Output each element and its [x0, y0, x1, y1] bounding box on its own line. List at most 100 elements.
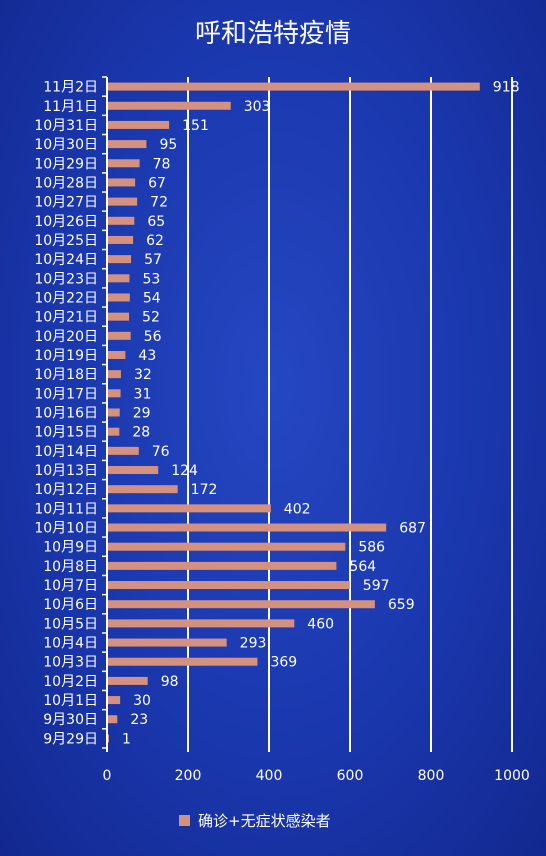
bar — [108, 274, 130, 283]
bar — [108, 293, 130, 302]
legend: 确诊+无症状感染者 — [179, 812, 331, 830]
data-label: 62 — [146, 233, 164, 249]
bar — [108, 408, 120, 417]
category-label: 10月19日 — [34, 348, 98, 364]
category-label: 10月8日 — [43, 559, 98, 575]
category-label: 10月15日 — [34, 425, 98, 441]
category-label: 10月9日 — [43, 540, 98, 556]
bar — [108, 581, 350, 590]
category-label: 10月7日 — [43, 578, 98, 594]
data-label: 293 — [240, 636, 267, 652]
category-label: 9月30日 — [43, 712, 98, 728]
y-axis — [102, 76, 108, 752]
x-tick-label: 1000 — [494, 768, 530, 784]
data-label: 43 — [138, 348, 156, 364]
data-label: 54 — [143, 290, 161, 306]
bar — [108, 523, 387, 532]
data-label: 32 — [134, 367, 152, 383]
bar — [108, 676, 148, 685]
data-label: 52 — [142, 310, 160, 326]
legend-swatch — [179, 815, 190, 826]
category-label: 10月12日 — [34, 482, 98, 498]
legend-label: 确诊+无症状感染者 — [198, 812, 331, 830]
category-label: 10月22日 — [34, 290, 98, 306]
category-label: 10月26日 — [34, 214, 98, 230]
data-label: 29 — [133, 406, 151, 422]
data-label: 56 — [144, 329, 162, 345]
bar — [108, 159, 140, 168]
bar — [108, 715, 118, 724]
bar — [108, 140, 147, 149]
x-tick-label: 800 — [418, 768, 445, 784]
data-label: 369 — [270, 655, 297, 671]
category-label: 10月27日 — [34, 195, 98, 211]
data-label: 586 — [358, 540, 385, 556]
bar — [108, 734, 109, 743]
data-label: 402 — [284, 501, 311, 517]
bar — [108, 542, 346, 551]
category-label: 10月5日 — [43, 616, 98, 632]
category-label: 10月16日 — [34, 406, 98, 422]
bar — [108, 561, 337, 570]
data-label: 98 — [161, 674, 179, 690]
chart-title: 呼和浩特疫情 — [195, 19, 351, 49]
category-label: 10月24日 — [34, 252, 98, 268]
bar — [108, 619, 295, 628]
category-label: 11月2日 — [43, 80, 98, 96]
data-label: 151 — [182, 118, 209, 134]
bar — [108, 101, 231, 110]
category-label: 10月3日 — [43, 655, 98, 671]
category-label: 10月14日 — [34, 444, 98, 460]
data-label: 597 — [363, 578, 390, 594]
bar — [108, 504, 271, 513]
category-label: 10月13日 — [34, 463, 98, 479]
data-label: 76 — [152, 444, 170, 460]
bar — [108, 197, 138, 206]
category-label: 10月23日 — [34, 271, 98, 287]
data-label: 65 — [147, 214, 165, 230]
category-label: 10月20日 — [34, 329, 98, 345]
bar-layer: 11月2日 918 11月1日 303 10月31日 151 10月30日 95 10月29日 7… — [34, 80, 519, 748]
category-label: 11月1日 — [43, 99, 98, 115]
category-label: 9月29日 — [43, 731, 98, 747]
data-label: 28 — [132, 425, 150, 441]
category-label: 10月29日 — [34, 156, 98, 172]
bar — [108, 466, 159, 475]
grid-layer — [187, 77, 513, 752]
bar — [108, 427, 120, 436]
category-label: 10月17日 — [34, 386, 98, 402]
category-label: 10月18日 — [34, 367, 98, 383]
data-label: 72 — [150, 195, 168, 211]
bar — [108, 312, 130, 321]
data-label: 23 — [130, 712, 148, 728]
category-label: 10月11日 — [34, 501, 98, 517]
category-label: 10月31日 — [34, 118, 98, 134]
category-label: 10月25日 — [34, 233, 98, 249]
data-label: 53 — [142, 271, 160, 287]
bar — [108, 350, 126, 359]
data-label: 659 — [388, 597, 415, 613]
data-label: 95 — [159, 137, 177, 153]
category-label: 10月2日 — [43, 674, 98, 690]
data-label: 67 — [148, 175, 166, 191]
data-label: 303 — [244, 99, 271, 115]
data-label: 124 — [171, 463, 198, 479]
data-label: 30 — [133, 693, 151, 709]
data-label: 460 — [307, 616, 334, 632]
x-tick-label: 400 — [256, 768, 283, 784]
category-label: 10月21日 — [34, 310, 98, 326]
bar — [108, 331, 131, 340]
category-label: 10月30日 — [34, 137, 98, 153]
bar — [108, 120, 170, 129]
bar — [108, 657, 258, 666]
bar — [108, 255, 132, 264]
bar — [108, 235, 134, 244]
category-label: 10月28日 — [34, 175, 98, 191]
bar — [108, 82, 480, 91]
bar — [108, 446, 139, 455]
x-tick-label: 600 — [337, 768, 364, 784]
bar — [108, 178, 136, 187]
x-tick-label: 0 — [103, 768, 112, 784]
category-label: 10月1日 — [43, 693, 98, 709]
bar — [108, 638, 227, 647]
